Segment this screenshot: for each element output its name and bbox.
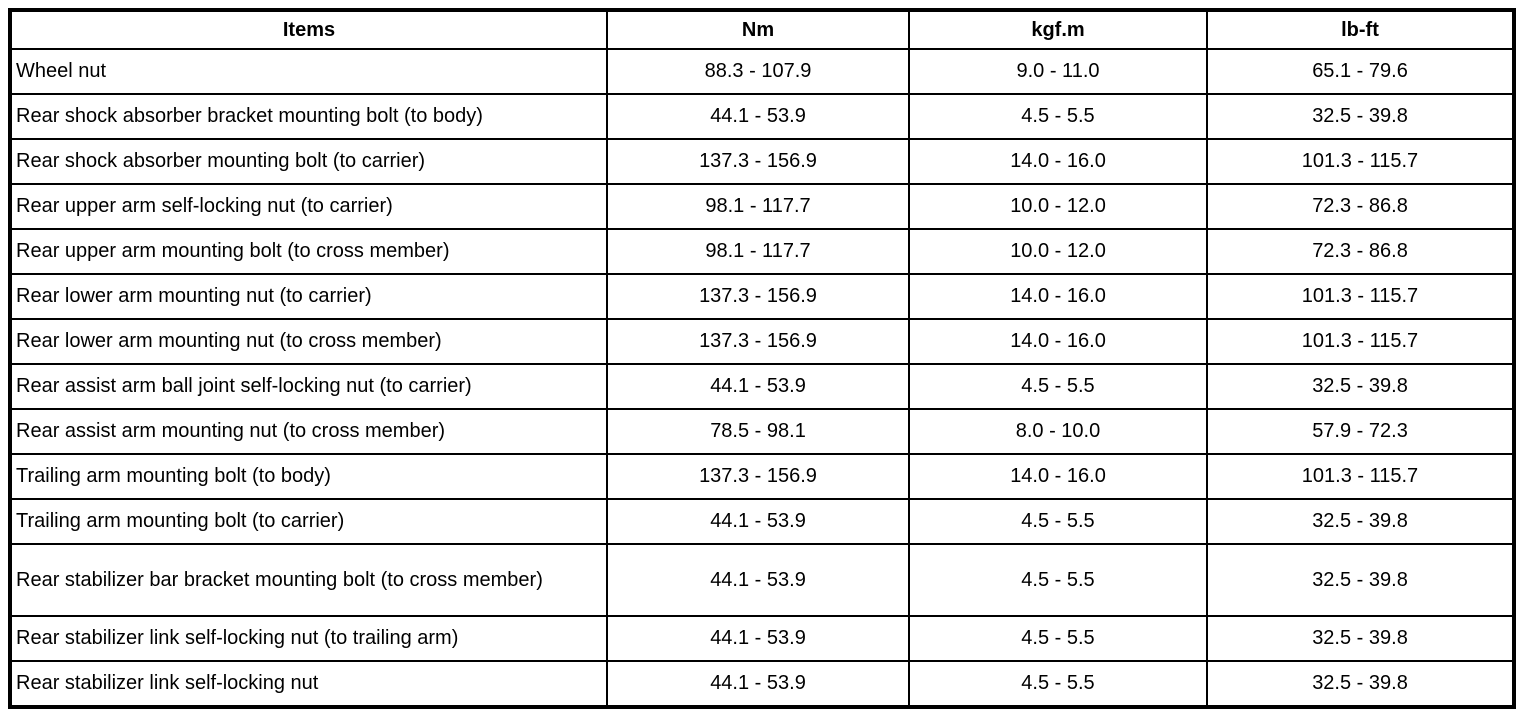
lbft-cell: 101.3 - 115.7 — [1206, 273, 1516, 320]
nm-cell: 44.1 - 53.9 — [606, 543, 910, 617]
nm-cell: 44.1 - 53.9 — [606, 363, 910, 410]
lbft-cell: 65.1 - 79.6 — [1206, 48, 1516, 95]
table-row: Rear upper arm mounting bolt (to cross m… — [8, 228, 1516, 275]
nm-cell: 44.1 - 53.9 — [606, 93, 910, 140]
table-row: Rear assist arm ball joint self-locking … — [8, 363, 1516, 410]
nm-cell: 78.5 - 98.1 — [606, 408, 910, 455]
kgfm-cell: 9.0 - 11.0 — [908, 48, 1208, 95]
lbft-cell: 32.5 - 39.8 — [1206, 93, 1516, 140]
item-cell: Rear upper arm mounting bolt (to cross m… — [8, 228, 608, 275]
nm-cell: 137.3 - 156.9 — [606, 453, 910, 500]
table-row: Wheel nut 88.3 - 107.9 9.0 - 11.0 65.1 -… — [8, 48, 1516, 95]
kgfm-cell: 14.0 - 16.0 — [908, 453, 1208, 500]
lbft-cell: 32.5 - 39.8 — [1206, 660, 1516, 709]
kgfm-cell: 14.0 - 16.0 — [908, 318, 1208, 365]
kgfm-cell: 4.5 - 5.5 — [908, 543, 1208, 617]
item-cell: Trailing arm mounting bolt (to carrier) — [8, 498, 608, 545]
torque-spec-table: Items Nm kgf.m lb-ft Wheel nut 88.3 - 10… — [8, 8, 1516, 709]
table-row: Rear stabilizer bar bracket mounting bol… — [8, 543, 1516, 617]
nm-cell: 137.3 - 156.9 — [606, 138, 910, 185]
lbft-cell: 72.3 - 86.8 — [1206, 183, 1516, 230]
column-header-nm: Nm — [606, 8, 910, 50]
lbft-cell: 32.5 - 39.8 — [1206, 615, 1516, 662]
kgfm-cell: 8.0 - 10.0 — [908, 408, 1208, 455]
item-cell: Trailing arm mounting bolt (to body) — [8, 453, 608, 500]
lbft-cell: 101.3 - 115.7 — [1206, 318, 1516, 365]
lbft-cell: 72.3 - 86.8 — [1206, 228, 1516, 275]
item-cell: Rear lower arm mounting nut (to carrier) — [8, 273, 608, 320]
lbft-cell: 32.5 - 39.8 — [1206, 543, 1516, 617]
column-header-items: Items — [8, 8, 608, 50]
item-cell: Rear shock absorber mounting bolt (to ca… — [8, 138, 608, 185]
column-header-lbft: lb-ft — [1206, 8, 1516, 50]
table-row: Trailing arm mounting bolt (to carrier) … — [8, 498, 1516, 545]
header-row: Items Nm kgf.m lb-ft — [8, 8, 1516, 50]
kgfm-cell: 4.5 - 5.5 — [908, 660, 1208, 709]
item-cell: Rear stabilizer link self-locking nut — [8, 660, 608, 709]
table-row: Rear stabilizer link self-locking nut (t… — [8, 615, 1516, 662]
manual-page: Items Nm kgf.m lb-ft Wheel nut 88.3 - 10… — [8, 8, 1516, 709]
nm-cell: 137.3 - 156.9 — [606, 273, 910, 320]
kgfm-cell: 14.0 - 16.0 — [908, 273, 1208, 320]
table-row: Rear upper arm self-locking nut (to carr… — [8, 183, 1516, 230]
item-cell: Rear shock absorber bracket mounting bol… — [8, 93, 608, 140]
item-cell: Rear assist arm mounting nut (to cross m… — [8, 408, 608, 455]
kgfm-cell: 10.0 - 12.0 — [908, 228, 1208, 275]
lbft-cell: 57.9 - 72.3 — [1206, 408, 1516, 455]
item-cell: Rear stabilizer bar bracket mounting bol… — [8, 543, 608, 617]
nm-cell: 98.1 - 117.7 — [606, 183, 910, 230]
item-cell: Rear upper arm self-locking nut (to carr… — [8, 183, 608, 230]
table-row: Rear shock absorber mounting bolt (to ca… — [8, 138, 1516, 185]
item-cell: Rear assist arm ball joint self-locking … — [8, 363, 608, 410]
kgfm-cell: 4.5 - 5.5 — [908, 498, 1208, 545]
kgfm-cell: 4.5 - 5.5 — [908, 93, 1208, 140]
table-row: Rear assist arm mounting nut (to cross m… — [8, 408, 1516, 455]
table-row: Trailing arm mounting bolt (to body) 137… — [8, 453, 1516, 500]
table-row: Rear stabilizer link self-locking nut 44… — [8, 660, 1516, 709]
lbft-cell: 101.3 - 115.7 — [1206, 453, 1516, 500]
lbft-cell: 32.5 - 39.8 — [1206, 498, 1516, 545]
lbft-cell: 32.5 - 39.8 — [1206, 363, 1516, 410]
column-header-kgfm: kgf.m — [908, 8, 1208, 50]
table-row: Rear lower arm mounting nut (to cross me… — [8, 318, 1516, 365]
nm-cell: 44.1 - 53.9 — [606, 660, 910, 709]
item-cell: Rear stabilizer link self-locking nut (t… — [8, 615, 608, 662]
item-cell: Rear lower arm mounting nut (to cross me… — [8, 318, 608, 365]
table-body: Wheel nut 88.3 - 107.9 9.0 - 11.0 65.1 -… — [8, 48, 1516, 709]
kgfm-cell: 4.5 - 5.5 — [908, 363, 1208, 410]
nm-cell: 137.3 - 156.9 — [606, 318, 910, 365]
kgfm-cell: 4.5 - 5.5 — [908, 615, 1208, 662]
nm-cell: 44.1 - 53.9 — [606, 615, 910, 662]
item-cell: Wheel nut — [8, 48, 608, 95]
table-row: Rear shock absorber bracket mounting bol… — [8, 93, 1516, 140]
kgfm-cell: 14.0 - 16.0 — [908, 138, 1208, 185]
nm-cell: 44.1 - 53.9 — [606, 498, 910, 545]
nm-cell: 88.3 - 107.9 — [606, 48, 910, 95]
kgfm-cell: 10.0 - 12.0 — [908, 183, 1208, 230]
nm-cell: 98.1 - 117.7 — [606, 228, 910, 275]
table-row: Rear lower arm mounting nut (to carrier)… — [8, 273, 1516, 320]
table-header: Items Nm kgf.m lb-ft — [8, 8, 1516, 50]
lbft-cell: 101.3 - 115.7 — [1206, 138, 1516, 185]
